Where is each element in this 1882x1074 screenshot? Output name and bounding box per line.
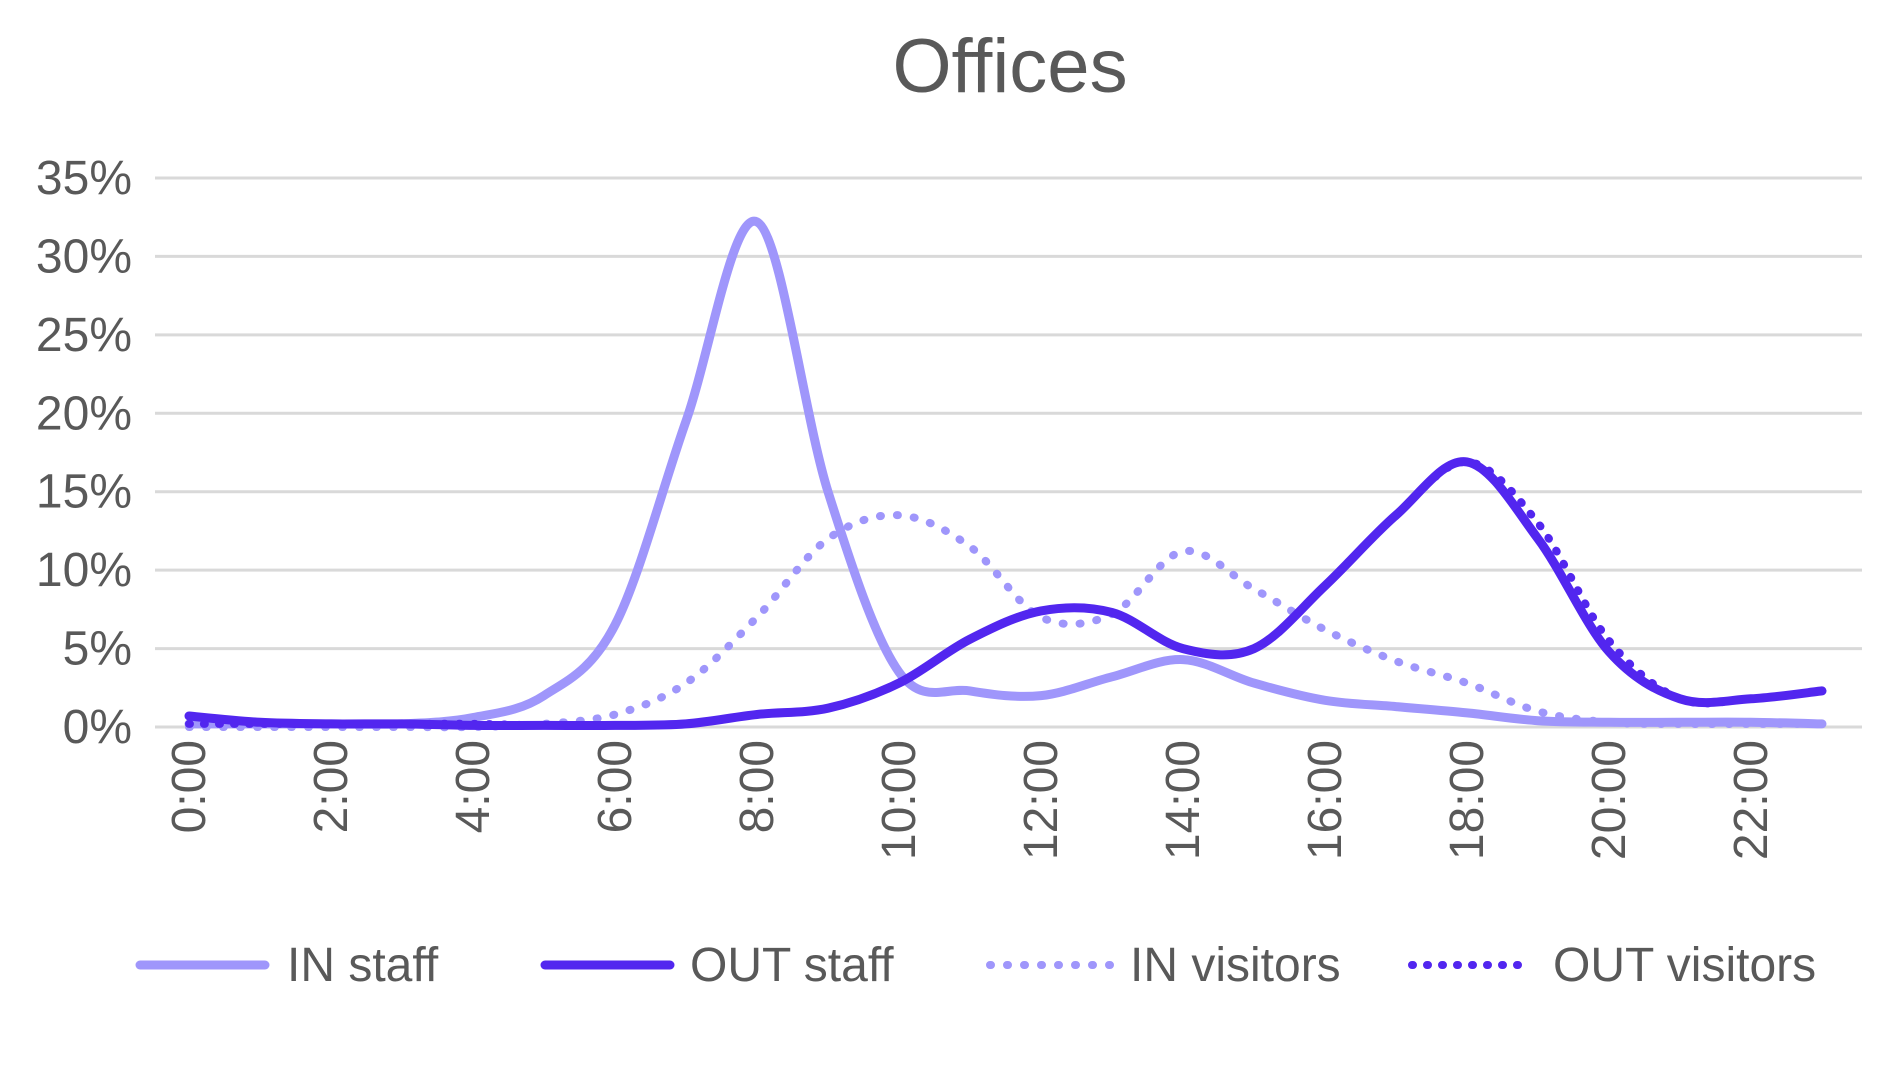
series-line-in-staff xyxy=(184,216,1827,729)
x-tick-label: 4:00 xyxy=(447,740,500,833)
series-line-in-visitors xyxy=(185,511,1826,732)
series-line-out-visitors xyxy=(185,457,1826,730)
y-tick-label: 5% xyxy=(63,623,132,676)
legend-label: IN visitors xyxy=(1130,939,1341,992)
x-tick-label: 6:00 xyxy=(589,740,642,833)
x-tick-label: 8:00 xyxy=(731,740,784,833)
x-tick-label: 10:00 xyxy=(873,740,926,860)
legend-label: IN staff xyxy=(287,939,439,992)
x-tick-label: 0:00 xyxy=(163,740,216,833)
y-tick-label: 15% xyxy=(36,466,132,519)
chart-title: Offices xyxy=(892,24,1127,109)
y-tick-label: 35% xyxy=(36,152,132,205)
y-tick-label: 0% xyxy=(63,701,132,754)
gridlines xyxy=(155,176,1862,729)
x-tick-label: 12:00 xyxy=(1015,740,1068,860)
y-tick-label: 30% xyxy=(36,230,132,283)
y-tick-label: 25% xyxy=(36,309,132,362)
x-tick-label: 16:00 xyxy=(1299,740,1352,860)
x-tick-label: 18:00 xyxy=(1441,740,1494,860)
x-tick-label: 14:00 xyxy=(1157,740,1210,860)
legend-label: OUT staff xyxy=(690,939,894,992)
x-tick-label: 20:00 xyxy=(1583,740,1636,860)
y-tick-label: 10% xyxy=(36,544,132,597)
legend: IN staff OUT staff IN visitors OUT visitors xyxy=(135,939,1816,992)
legend-label: OUT visitors xyxy=(1553,939,1816,992)
series-lines xyxy=(184,216,1827,732)
series-line-out-staff xyxy=(184,457,1827,731)
x-axis-tick-labels: 0:00 2:00 4:00 6:00 8:00 10:00 12:00 14:00 16:00… xyxy=(163,740,1778,860)
y-tick-label: 20% xyxy=(36,387,132,440)
x-tick-label: 2:00 xyxy=(305,740,358,833)
x-tick-label: 22:00 xyxy=(1725,740,1778,860)
y-axis-tick-labels: 0% 5% 10% 15% 20% 25% 30% 35% xyxy=(36,152,132,754)
